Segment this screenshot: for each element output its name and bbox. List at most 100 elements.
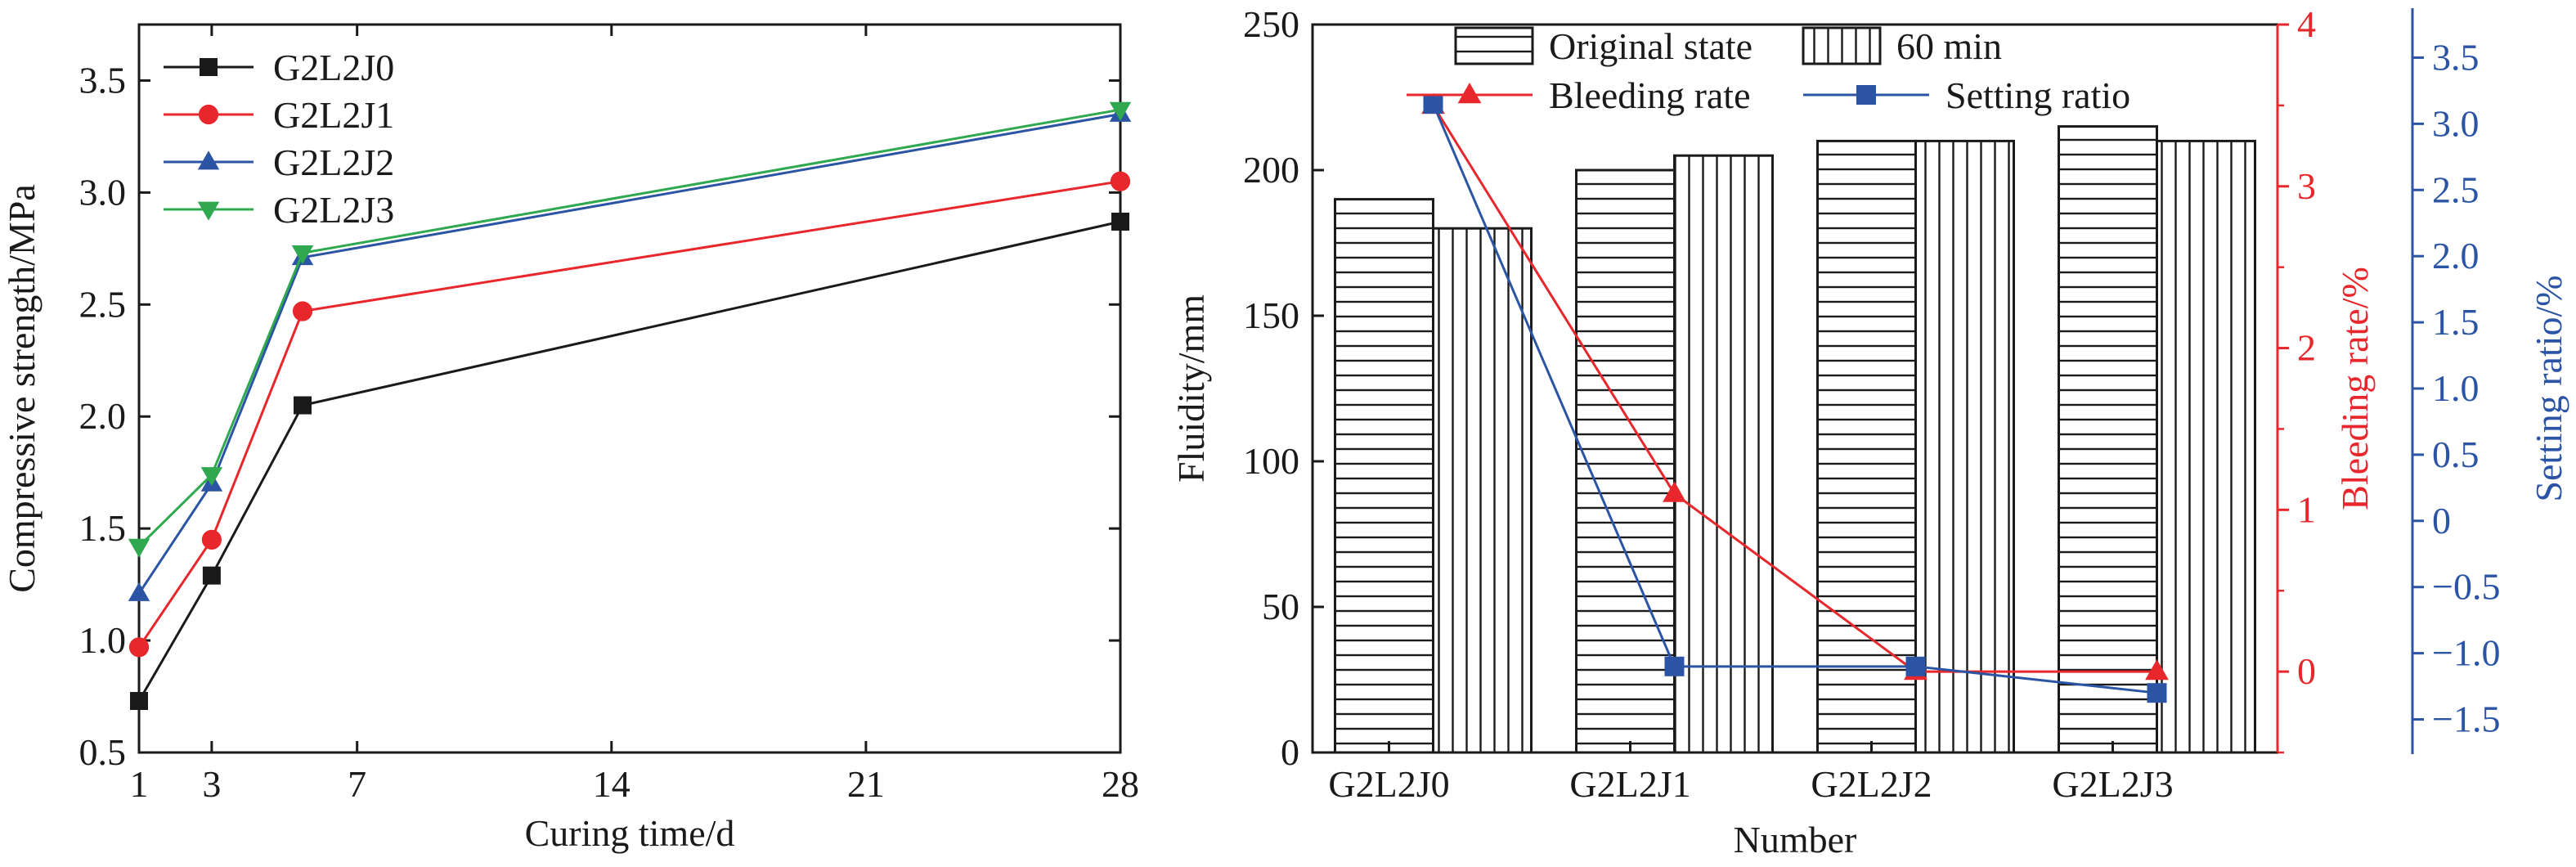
- bar-60-min-g2l2j2: [1914, 139, 2015, 754]
- bar-original-state-g2l2j1: [1575, 168, 1676, 754]
- data-point-setting-ratio: [1664, 656, 1685, 676]
- left-y-tick-label: 1.5: [79, 507, 127, 549]
- setting-ratio-tick-label: −1.0: [2432, 632, 2500, 674]
- series-line-setting-ratio: [1432, 103, 2157, 694]
- legend-label-g2l2j3: G2L2J3: [273, 189, 394, 231]
- setting-ratio-tick-label: 3.0: [2432, 102, 2480, 144]
- fluidity-axis-title: Fluidity/mm: [1170, 294, 1212, 483]
- legend-pattern-swatch: [1802, 26, 1882, 65]
- data-point-g2l2j3: [200, 467, 223, 487]
- setting-ratio-tick-label: 3.5: [2432, 36, 2480, 78]
- series-line-g2l2j2: [137, 113, 1121, 595]
- data-point-g2l2j3: [291, 245, 314, 265]
- data-point-g2l2j0: [294, 396, 312, 415]
- left-y-tick-label: 3.0: [79, 171, 127, 213]
- category-label-g2l2j2: G2L2J2: [1811, 763, 1932, 805]
- legend-label-g2l2j1: G2L2J1: [273, 94, 394, 136]
- left-x-tick-label: 28: [1102, 763, 1139, 805]
- data-point-bleeding-rate: [1663, 481, 1686, 502]
- bar-60-min-g2l2j0: [1432, 227, 1533, 754]
- data-point-g2l2j1: [292, 301, 313, 321]
- right-line-series-group: [1421, 92, 2169, 703]
- data-point-bleeding-rate: [2145, 659, 2169, 681]
- bar-60-min-g2l2j3: [2156, 139, 2256, 754]
- left-x-tick-label: 1: [130, 763, 149, 805]
- data-point-g2l2j3: [1109, 101, 1132, 121]
- series-line-bleeding-rate: [1432, 105, 2157, 673]
- series-line-g2l2j1: [137, 180, 1121, 649]
- bar-original-state-g2l2j3: [2058, 125, 2158, 754]
- fluidity-tick-label: 0: [1281, 731, 1299, 773]
- bleeding-rate-tick-label: 3: [2297, 165, 2316, 207]
- bleeding-rate-tick-label: 4: [2297, 3, 2316, 45]
- left-y-tick-label: 2.5: [79, 283, 127, 325]
- setting-ratio-tick-label: −0.5: [2432, 566, 2500, 608]
- legend-label-60-min: 60 min: [1896, 25, 2002, 67]
- setting-ratio-axis-title: Setting ratio/%: [2528, 275, 2569, 501]
- fluidity-tick-label: 150: [1243, 294, 1299, 336]
- legend-marker: [1457, 83, 1482, 104]
- fluidity-tick-label: 250: [1243, 3, 1299, 45]
- fluidity-tick-label: 50: [1262, 586, 1299, 627]
- left-y-tick-label: 1.0: [79, 619, 127, 661]
- data-point-setting-ratio: [2147, 683, 2167, 703]
- data-point-g2l2j1: [128, 637, 150, 658]
- bleeding-rate-tick-label: 1: [2297, 488, 2316, 530]
- setting-ratio-tick-label: 2.5: [2432, 168, 2480, 210]
- left-x-tick-label: 21: [847, 763, 885, 805]
- left-x-tick-label: 14: [593, 763, 631, 805]
- bleeding-rate-tick-label: 0: [2297, 650, 2316, 692]
- legend-label-bleeding-rate: Bleeding rate: [1549, 74, 1751, 116]
- right-x-axis: G2L2J0 G2L2J1 G2L2J2 G2L2J3: [1328, 741, 2174, 805]
- data-point-g2l2j1: [201, 529, 222, 550]
- bleeding-rate-tick-label: 2: [2297, 327, 2316, 369]
- category-label-g2l2j3: G2L2J3: [2052, 763, 2173, 805]
- left-x-axis-title: Curing time/d: [525, 812, 735, 854]
- compressive-strength-chart: 0.51.01.52.02.53.03.5 1 3 7 14 21 28 G2L2J0G2…: [1, 23, 1139, 854]
- setting-ratio-tick-label: 1.0: [2432, 367, 2480, 409]
- data-point-g2l2j2: [128, 582, 150, 601]
- bleeding-rate-axis-title: Bleeding rate/%: [2334, 267, 2376, 510]
- left-series-group: [128, 101, 1132, 711]
- series-line-g2l2j3: [137, 108, 1121, 548]
- data-point-g2l2j1: [1110, 171, 1131, 191]
- left-y-axis: 0.5 1.0 1.5 2.0 2.5 3.0 3.5: [79, 59, 1120, 773]
- left-y-tick-label: 0.5: [79, 731, 127, 773]
- bleeding-rate-axis: 0 1 2 3 4: [2276, 3, 2316, 754]
- legend-label-original-state: Original state: [1549, 25, 1752, 67]
- legend-marker: [198, 104, 219, 125]
- fluidity-bleeding-setting-chart: 0 50 1 0 0 150 200 250 0 1 2 3 4 −1.5 −1.0 −0.5 0 0.5 1.…: [1170, 3, 2569, 860]
- data-point-g2l2j0: [1111, 212, 1129, 231]
- bar-original-state-g2l2j0: [1334, 198, 1434, 754]
- left-y-tick-label: 3.5: [79, 59, 127, 101]
- legend-marker: [1856, 85, 1876, 105]
- legend-marker: [197, 150, 220, 170]
- legend-pattern-swatch: [1454, 26, 1534, 65]
- setting-ratio-tick-label: 0.5: [2432, 434, 2480, 475]
- category-label-g2l2j0: G2L2J0: [1328, 763, 1449, 805]
- setting-ratio-tick-label: 1.5: [2432, 301, 2480, 343]
- fluidity-y-axis: 0 50 100 150 200 250: [1243, 3, 1324, 773]
- left-y-axis-title: Compressive strength/MPa: [1, 184, 43, 593]
- left-legend: G2L2J0 G2L2J1 G2L2J2 G2L2J3: [164, 47, 394, 231]
- data-point-setting-ratio: [1905, 656, 1926, 676]
- bar-original-state-g2l2j2: [1816, 139, 1917, 754]
- bar-60-min-g2l2j1: [1673, 154, 1774, 754]
- right-x-axis-title: Number: [1734, 819, 1857, 860]
- data-point-setting-ratio: [1423, 94, 1443, 115]
- category-label-g2l2j1: G2L2J1: [1569, 763, 1690, 805]
- legend-label-setting-ratio: Setting ratio: [1945, 74, 2130, 116]
- setting-ratio-tick-label: 2.0: [2432, 235, 2480, 276]
- left-x-tick-label: 3: [202, 763, 221, 805]
- left-y-tick-label: 2.0: [79, 395, 127, 437]
- series-line-g2l2j0: [137, 220, 1121, 702]
- legend-label-g2l2j0: G2L2J0: [273, 47, 394, 88]
- data-point-g2l2j0: [202, 566, 221, 585]
- setting-ratio-tick-label: 0: [2432, 500, 2451, 541]
- setting-ratio-axis: −1.5 −1.0 −0.5 0 0.5 1.0 1.5 2.0 2.5 3.0 3.5: [2412, 36, 2500, 740]
- data-point-g2l2j0: [130, 692, 148, 711]
- setting-ratio-tick-label: −1.5: [2432, 699, 2500, 740]
- fluidity-tick-label: 200: [1243, 149, 1299, 191]
- left-plot-frame: [137, 23, 1122, 754]
- fluidity-bars-group: [1334, 125, 2256, 754]
